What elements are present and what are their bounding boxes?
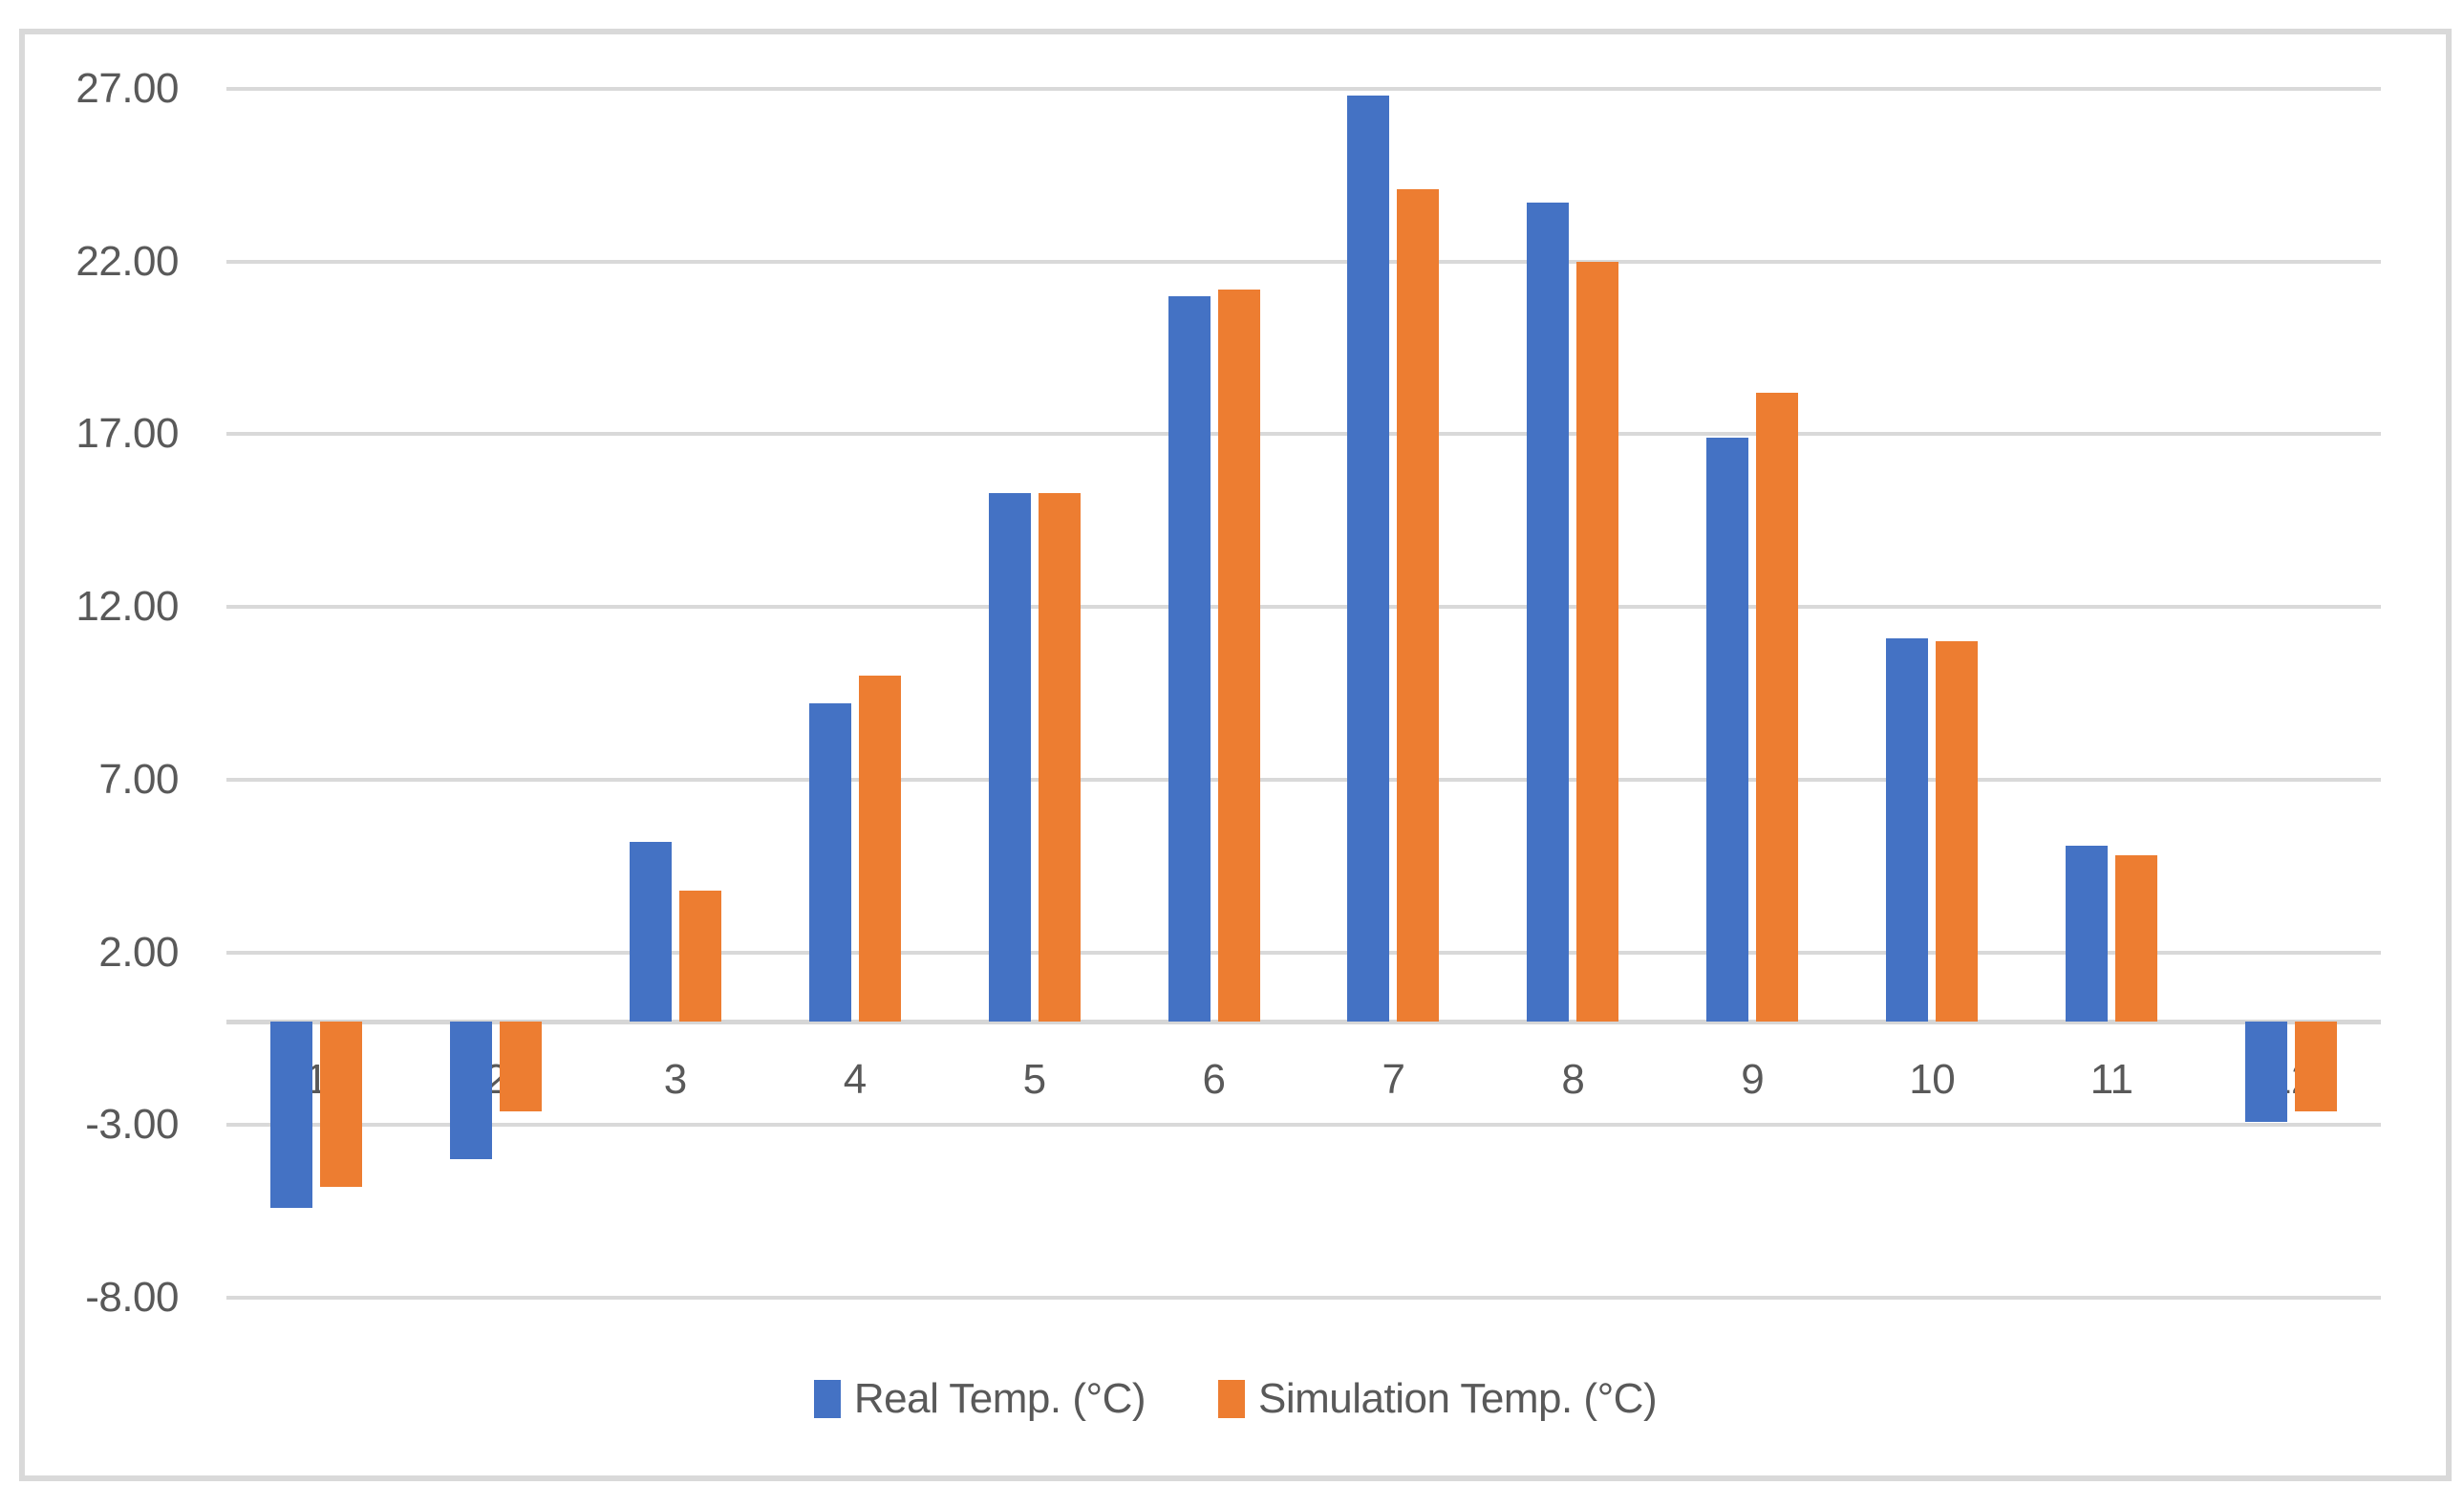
x-axis-category-label: 10: [1909, 1056, 1956, 1103]
gridline: [226, 87, 2381, 91]
x-axis-line: [226, 1019, 2381, 1024]
gridline: [226, 777, 2381, 782]
bar-simulation-month-4: [858, 676, 901, 1022]
bar-real-month-11: [2066, 845, 2109, 1022]
gridline: [226, 1123, 2381, 1128]
x-axis-category-label: 12: [2268, 1056, 2314, 1103]
bar-simulation-month-1: [319, 1021, 362, 1188]
legend-item-real: Real Temp. (°C): [813, 1374, 1146, 1424]
y-axis-tick-label: -8.00: [85, 1274, 179, 1321]
bar-simulation-month-7: [1397, 188, 1440, 1022]
y-axis-tick-label: -3.00: [85, 1101, 179, 1149]
gridline: [226, 1296, 2381, 1300]
x-axis-category-label: 11: [2089, 1056, 2133, 1103]
bar-simulation-month-12: [2295, 1021, 2338, 1111]
bar-real-month-7: [1347, 96, 1390, 1022]
bar-real-month-3: [629, 841, 672, 1022]
x-axis-category-label: 9: [1741, 1056, 1765, 1103]
bar-real-month-2: [449, 1021, 492, 1160]
x-axis-category-label: 8: [1561, 1056, 1585, 1103]
y-axis-tick-label: 17.00: [75, 410, 179, 458]
bar-simulation-month-9: [1756, 393, 1799, 1022]
y-axis-tick-label: 7.00: [98, 755, 179, 803]
y-axis-tick-label: 2.00: [98, 928, 179, 976]
legend-swatch-simulation-icon: [1218, 1380, 1246, 1418]
gridline: [226, 950, 2381, 955]
bar-real-month-6: [1168, 295, 1211, 1022]
legend-label-simulation: Simulation Temp. (°C): [1258, 1375, 1658, 1422]
bar-simulation-month-3: [678, 890, 721, 1022]
x-axis-category-label: 1: [304, 1056, 328, 1103]
x-axis-category-label: 7: [1382, 1056, 1405, 1103]
bar-real-month-4: [808, 703, 851, 1022]
x-axis-category-label: 6: [1202, 1056, 1226, 1103]
y-axis-tick-label: 22.00: [75, 237, 179, 285]
gridline: [226, 605, 2381, 610]
bar-real-month-10: [1886, 637, 1929, 1022]
bar-real-month-9: [1706, 438, 1749, 1022]
bar-simulation-month-10: [1936, 641, 1979, 1022]
legend: Real Temp. (°C) Simulation Temp. (°C): [19, 1374, 2452, 1424]
x-axis-category-label: 2: [483, 1056, 507, 1103]
bar-simulation-month-11: [2115, 855, 2158, 1022]
x-axis-category-label: 3: [663, 1056, 687, 1103]
x-axis-category-label: 5: [1022, 1056, 1046, 1103]
y-axis-tick-label: 27.00: [75, 65, 179, 112]
legend-item-simulation: Simulation Temp. (°C): [1218, 1374, 1658, 1424]
bar-real-month-12: [2245, 1021, 2288, 1122]
legend-label-real: Real Temp. (°C): [853, 1375, 1146, 1422]
bar-real-month-8: [1527, 203, 1570, 1022]
bar-simulation-month-8: [1576, 261, 1619, 1022]
legend-swatch-real-icon: [813, 1380, 841, 1418]
bar-real-month-1: [269, 1021, 312, 1208]
gridline: [226, 259, 2381, 264]
bar-simulation-month-2: [499, 1021, 542, 1111]
x-axis-category-label: 4: [843, 1056, 867, 1103]
gridline: [226, 432, 2381, 437]
bar-real-month-5: [988, 492, 1031, 1022]
y-axis-tick-label: 12.00: [75, 583, 179, 631]
bar-simulation-month-6: [1217, 289, 1260, 1022]
bar-simulation-month-5: [1038, 492, 1081, 1022]
